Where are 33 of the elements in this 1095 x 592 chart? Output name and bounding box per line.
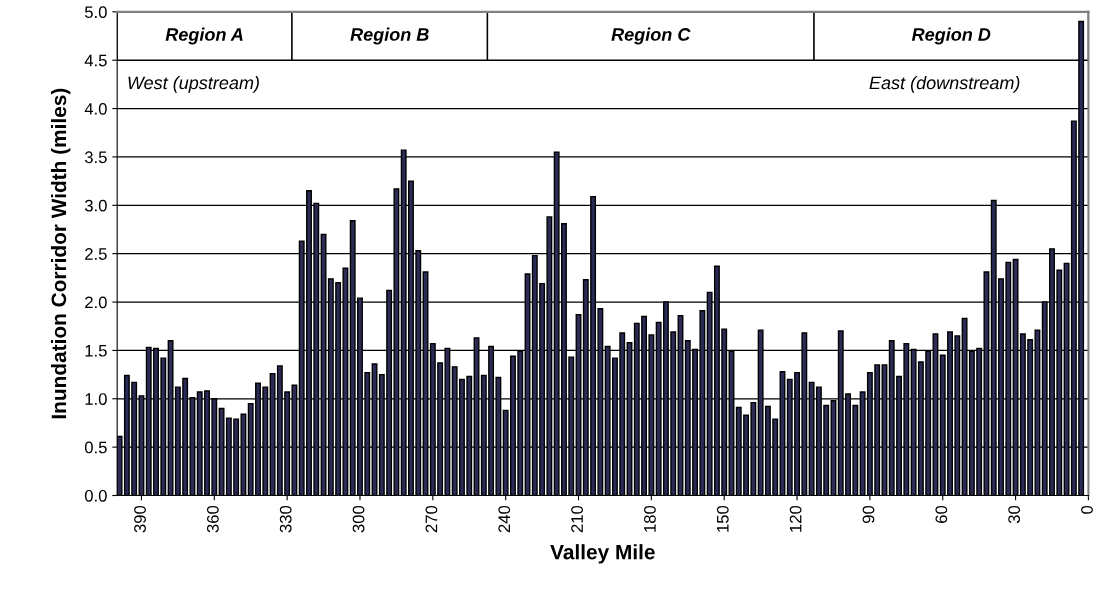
x-tick-label: 270 bbox=[425, 505, 438, 533]
x-tick-label: 360 bbox=[206, 505, 219, 533]
x-tick-label: 30 bbox=[1008, 505, 1021, 524]
x-tick-label: 390 bbox=[134, 505, 146, 533]
y-tick-label: 2.0 bbox=[85, 296, 107, 309]
annotation: West (upstream) bbox=[128, 75, 259, 93]
x-tick-label: 120 bbox=[789, 505, 802, 532]
x-tick-label: 240 bbox=[498, 505, 511, 533]
y-tick-label: 0.5 bbox=[84, 441, 107, 454]
x-tick-label: 60 bbox=[935, 505, 948, 523]
band-label: Region D bbox=[911, 27, 991, 45]
x-tick-label: 210 bbox=[571, 505, 583, 533]
band-label: Region A bbox=[165, 27, 243, 45]
y-tick-label: 5.0 bbox=[84, 6, 107, 19]
y-tick-label: 0.0 bbox=[84, 489, 107, 502]
x-axis-title: Valley Mile bbox=[550, 544, 655, 564]
annotation: East (downstream) bbox=[869, 75, 1020, 93]
band-label: Region C bbox=[611, 27, 691, 45]
y-tick-label: 3.0 bbox=[84, 199, 107, 212]
x-tick-label: 180 bbox=[644, 505, 656, 532]
y-tick-label: 4.5 bbox=[84, 54, 107, 67]
x-tick-label: 150 bbox=[716, 505, 729, 532]
x-tick-label: 90 bbox=[862, 505, 875, 523]
x-tick-label: 300 bbox=[352, 505, 365, 533]
y-tick-label: 1.0 bbox=[85, 393, 107, 405]
y-tick-label: 3.5 bbox=[84, 151, 107, 164]
x-tick-label: 330 bbox=[279, 505, 292, 533]
band-label: Region B bbox=[350, 27, 429, 45]
y-tick-label: 1.5 bbox=[85, 344, 107, 357]
y-tick-label: 4.0 bbox=[84, 102, 107, 115]
x-tick-label: 0 bbox=[1081, 505, 1093, 514]
y-axis-title: Inundation Corridor Width (miles) bbox=[50, 88, 71, 419]
y-tick-label: 2.5 bbox=[85, 248, 107, 260]
